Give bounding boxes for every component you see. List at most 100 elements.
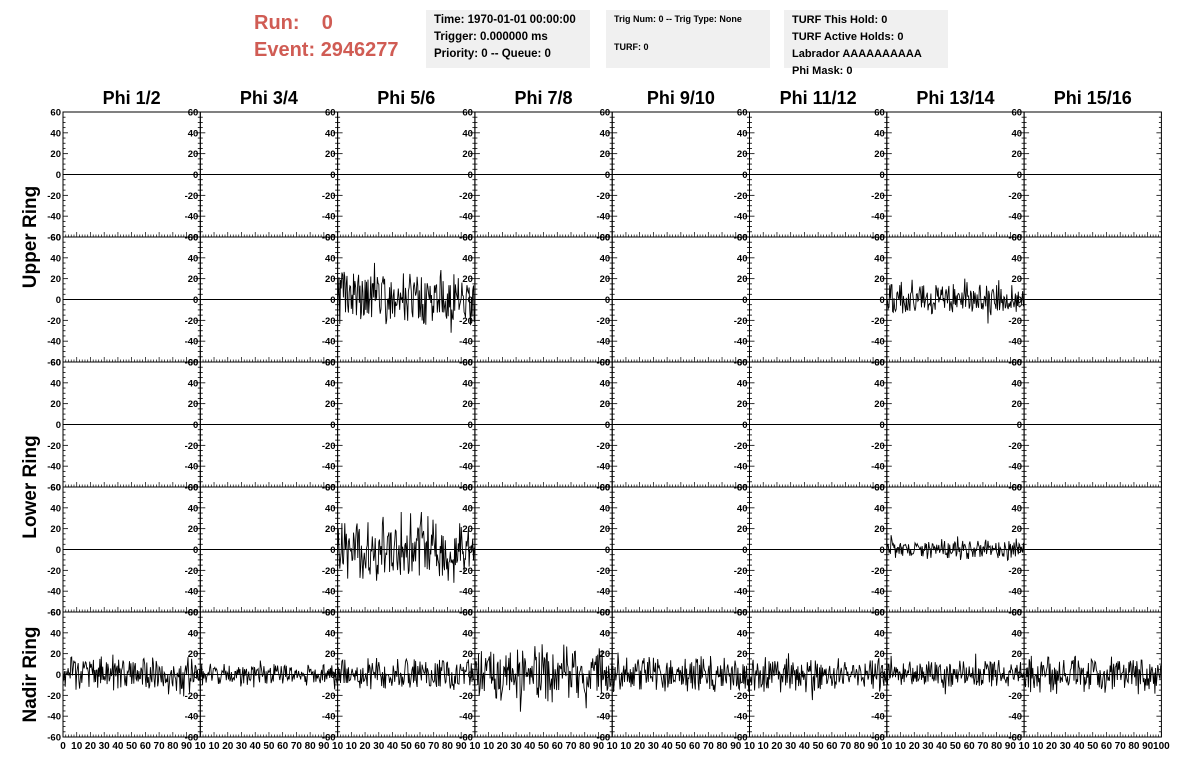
y-tick-label: -20	[596, 566, 610, 577]
y-tick-label: -40	[185, 212, 199, 223]
y-tick-label: 0	[330, 670, 335, 681]
y-tick-label: 20	[737, 649, 748, 660]
y-tick-label: 20	[737, 524, 748, 535]
y-tick-label: -20	[1008, 191, 1022, 202]
y-tick-label: -40	[871, 712, 885, 723]
y-tick-label: 0	[468, 670, 473, 681]
x-tick-label: 70	[291, 741, 303, 752]
y-tick-label: 40	[462, 378, 473, 389]
x-tick-label: 50	[813, 741, 825, 752]
labrador-text: Labrador AAAAAAAAAA	[792, 48, 922, 60]
y-tick-label: -40	[185, 337, 199, 348]
y-tick-label: 40	[737, 128, 748, 139]
y-tick-label: 0	[880, 170, 885, 181]
y-tick-label: 60	[1012, 233, 1023, 244]
ring-label: Nadir Ring	[20, 626, 41, 722]
y-tick-label: 40	[188, 628, 199, 639]
x-tick-label: 60	[1101, 741, 1113, 752]
y-tick-label: 0	[56, 420, 61, 431]
y-tick-label: 20	[737, 399, 748, 410]
y-tick-label: 0	[330, 545, 335, 556]
y-tick-label: 0	[605, 170, 610, 181]
y-tick-label: -40	[871, 212, 885, 223]
y-tick-label: -40	[1008, 212, 1022, 223]
y-tick-label: -60	[1008, 608, 1022, 619]
y-tick-label: 40	[600, 503, 611, 514]
y-tick-label: 0	[880, 545, 885, 556]
x-tick-label: 10	[1019, 741, 1031, 752]
y-tick-label: -20	[322, 566, 336, 577]
y-tick-label: -20	[459, 191, 473, 202]
x-tick-label: 90	[868, 741, 880, 752]
y-tick-label: 20	[462, 649, 473, 660]
y-tick-label: -40	[322, 712, 336, 723]
y-tick-label: 0	[56, 295, 61, 306]
y-tick-label: 20	[1012, 524, 1023, 535]
turf-this-hold-text: TURF This Hold: 0	[792, 14, 888, 26]
y-tick-label: 0	[742, 670, 747, 681]
x-tick-label: 70	[1115, 741, 1127, 752]
y-tick-label: -40	[596, 712, 610, 723]
y-tick-label: 0	[1017, 670, 1022, 681]
y-tick-label: 60	[188, 358, 199, 369]
y-tick-label: -20	[1008, 441, 1022, 452]
y-tick-label: -60	[185, 233, 199, 244]
y-tick-label: -20	[734, 441, 748, 452]
trig-text: Trig Num: 0 -- Trig Type: None	[614, 14, 742, 24]
x-tick-label: 10	[346, 741, 358, 752]
y-tick-label: -40	[596, 587, 610, 598]
y-tick-label: -20	[185, 316, 199, 327]
y-tick-label: 40	[50, 128, 61, 139]
y-tick-label: -20	[459, 316, 473, 327]
y-tick-label: -40	[734, 337, 748, 348]
y-tick-label: 60	[50, 608, 61, 619]
column-header: Phi 13/14	[916, 88, 994, 108]
y-tick-label: -60	[734, 483, 748, 494]
y-tick-label: -60	[185, 358, 199, 369]
y-tick-label: -20	[596, 191, 610, 202]
y-tick-label: 60	[188, 233, 199, 244]
y-tick-label: 20	[325, 274, 336, 285]
x-tick-label: 60	[277, 741, 289, 752]
waveform-trace	[749, 653, 888, 701]
y-tick-label: 40	[874, 628, 885, 639]
y-tick-label: 60	[600, 358, 611, 369]
x-tick-label: 90	[456, 741, 468, 752]
y-tick-label: 0	[468, 420, 473, 431]
y-tick-label: 20	[50, 274, 61, 285]
y-tick-label: -60	[459, 733, 473, 744]
y-tick-label: 40	[50, 628, 61, 639]
y-tick-label: -60	[1008, 233, 1022, 244]
y-tick-label: 20	[462, 274, 473, 285]
y-tick-label: -20	[185, 691, 199, 702]
y-tick-label: 60	[188, 483, 199, 494]
y-tick-label: -40	[596, 462, 610, 473]
y-tick-label: -60	[322, 358, 336, 369]
y-tick-label: -40	[734, 212, 748, 223]
y-tick-label: -60	[459, 608, 473, 619]
x-tick-label: 10	[71, 741, 83, 752]
y-tick-label: 20	[50, 649, 61, 660]
y-tick-label: 60	[462, 483, 473, 494]
y-tick-label: -60	[459, 358, 473, 369]
y-tick-label: -60	[596, 358, 610, 369]
y-tick-label: -20	[871, 441, 885, 452]
x-tick-label: 40	[799, 741, 811, 752]
x-tick-label: 30	[785, 741, 797, 752]
y-tick-label: -20	[322, 691, 336, 702]
y-tick-label: 20	[600, 399, 611, 410]
y-tick-label: 60	[1012, 483, 1023, 494]
y-tick-label: -20	[322, 316, 336, 327]
y-tick-label: -60	[1008, 358, 1022, 369]
y-tick-label: -20	[459, 441, 473, 452]
y-tick-label: -40	[47, 587, 61, 598]
x-tick-label: 70	[840, 741, 852, 752]
y-tick-label: 40	[462, 128, 473, 139]
y-tick-label: -40	[871, 337, 885, 348]
y-tick-label: -40	[322, 212, 336, 223]
y-tick-label: -20	[47, 316, 61, 327]
y-tick-label: 40	[50, 378, 61, 389]
ring-label: Upper Ring	[20, 186, 41, 288]
x-tick-label: 80	[167, 741, 179, 752]
column-header: Phi 1/2	[103, 88, 161, 108]
